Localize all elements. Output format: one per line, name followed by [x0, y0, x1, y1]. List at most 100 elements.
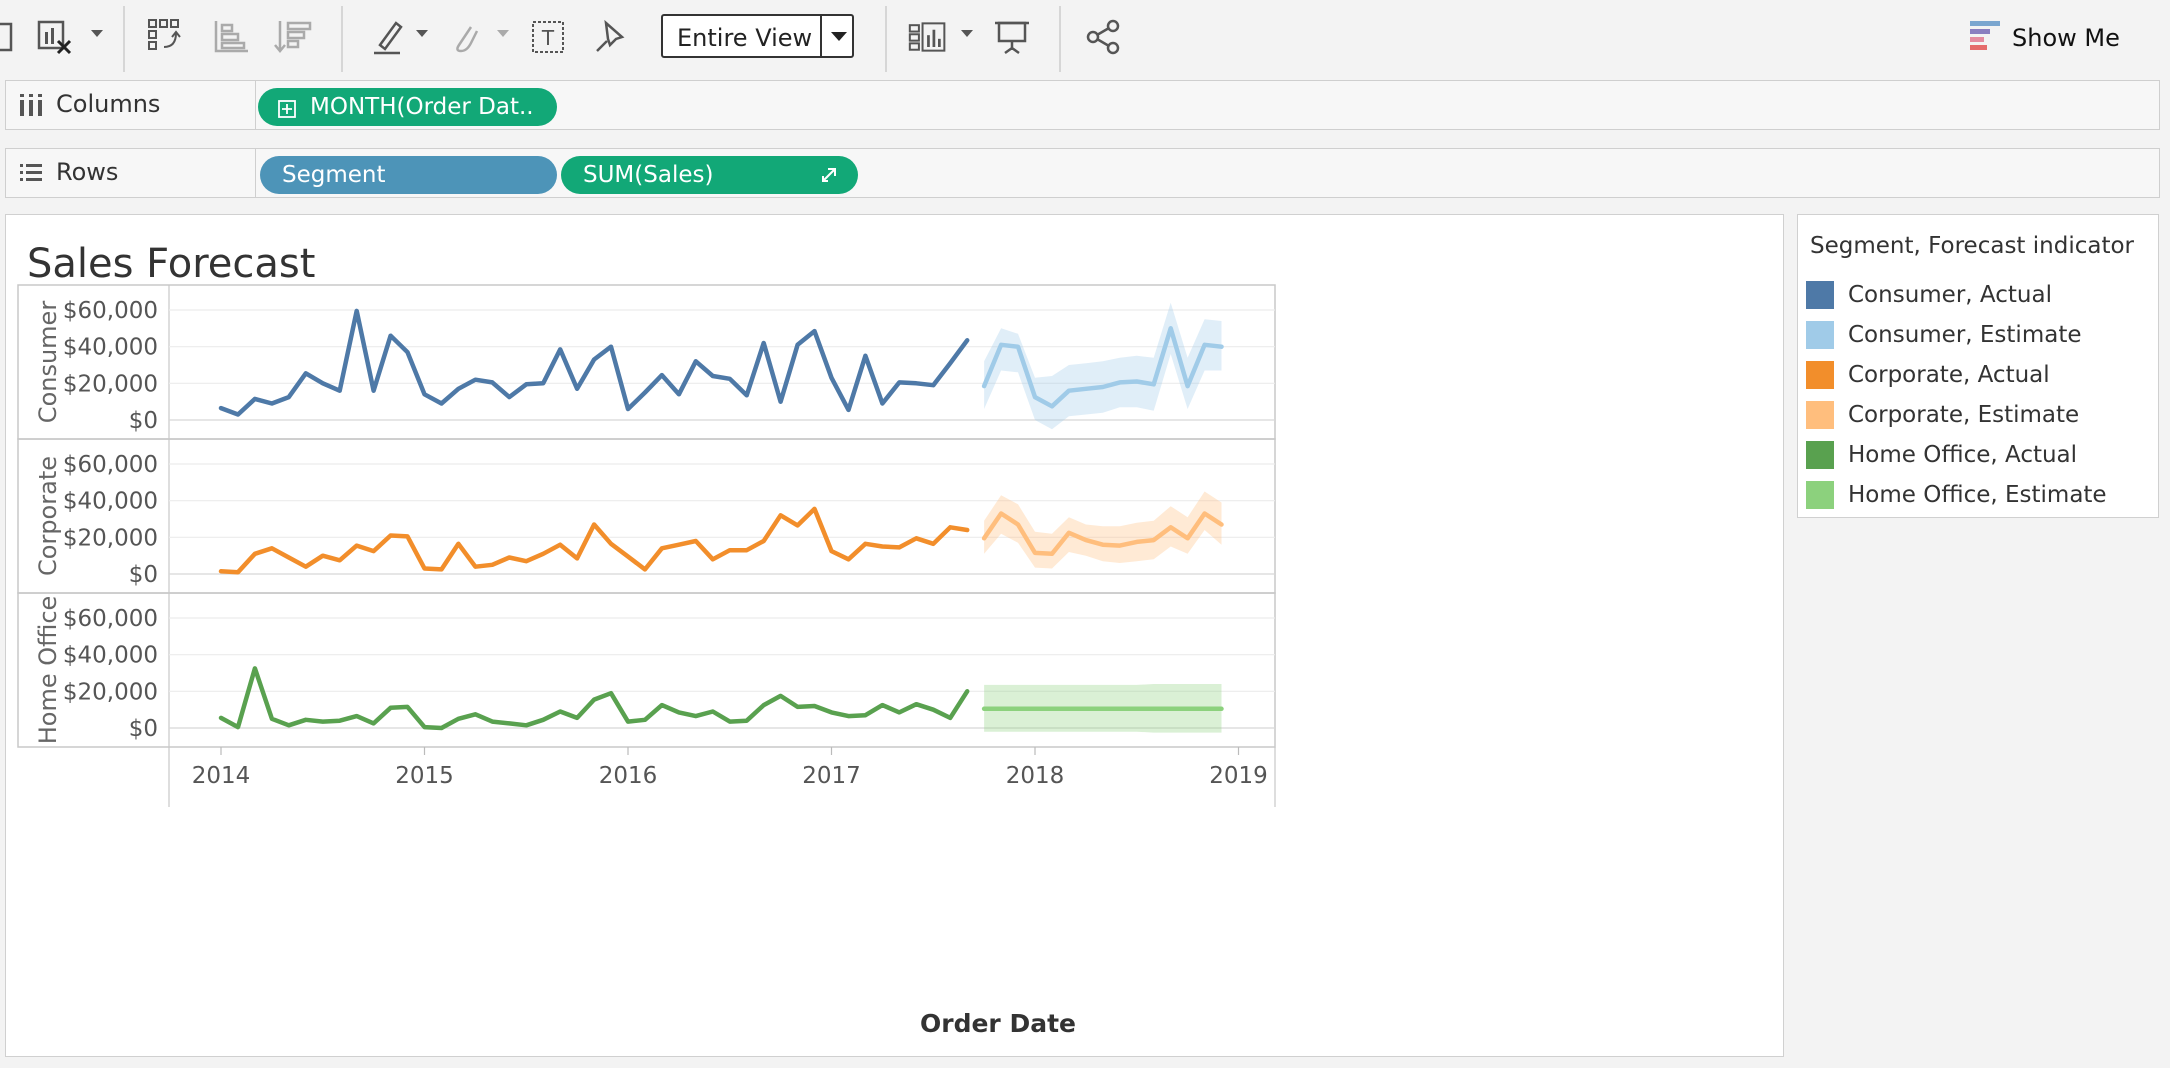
legend-swatch	[1806, 481, 1834, 509]
pane-consumer: $60,000 $40,000 $20,000 $0 Consumer	[17, 284, 1276, 440]
show-cards-dropdown-icon[interactable]	[961, 30, 973, 37]
toolbar-divider	[341, 6, 343, 72]
columns-shelf: Columns MONTH(Order Dat..	[5, 80, 2160, 130]
x-tick-label: 2015	[395, 763, 454, 789]
legend-swatch	[1806, 361, 1834, 389]
group-members-dropdown-icon[interactable]	[497, 30, 509, 37]
pane-home-office: $60,000 $40,000 $20,000 $0 Home Office	[17, 592, 1276, 748]
show-me-button[interactable]: Show Me	[1970, 20, 2120, 56]
y-tick-label: $20,000	[63, 679, 158, 705]
legend-item-consumer-actual[interactable]: Consumer, Actual	[1806, 279, 2156, 311]
x-tick-label: 2017	[802, 763, 861, 789]
legend-swatch	[1806, 281, 1834, 309]
pane-border	[17, 284, 1276, 440]
legend-label: Corporate, Estimate	[1848, 402, 2080, 428]
columns-pill-label: MONTH(Order Dat..	[310, 94, 534, 120]
series-line-home-office-actual[interactable]	[218, 666, 970, 731]
series-line-corporate-estimate[interactable]	[981, 511, 1224, 557]
group-members-icon[interactable]	[445, 14, 485, 60]
fit-view-divider	[820, 16, 822, 56]
clear-sheet-icon[interactable]	[36, 14, 76, 60]
x-tick-label: 2018	[1006, 763, 1065, 789]
sort-ascending-icon[interactable]	[212, 14, 252, 60]
series-line-consumer-actual[interactable]	[218, 308, 970, 417]
worksheet-view: Sales Forecast $60,000 $40,000 $20,000 $0 Co…	[5, 214, 1784, 1057]
legend-label: Consumer, Actual	[1848, 282, 2052, 308]
y-tick-label: $20,000	[63, 371, 158, 397]
color-legend: Segment, Forecast indicator Consumer, Ac…	[1797, 214, 2159, 518]
pane-border	[17, 592, 1276, 748]
legend-label: Home Office, Actual	[1848, 442, 2078, 468]
legend-item-consumer-estimate[interactable]: Consumer, Estimate	[1806, 319, 2156, 351]
toolbar: T Entire View Show Me	[0, 0, 2170, 76]
rows-shelf-header: Rows	[6, 149, 256, 197]
forecast-band-consumer	[984, 302, 1222, 430]
rows-icon	[18, 160, 44, 190]
y-tick-label: $20,000	[63, 525, 158, 551]
legend-item-home-office-estimate[interactable]: Home Office, Estimate	[1806, 479, 2156, 511]
x-tick-label: 2014	[192, 763, 251, 789]
forecast-trend-icon	[819, 165, 839, 191]
legend-swatch	[1806, 321, 1834, 349]
pane-corporate: $60,000 $40,000 $20,000 $0 Corporate	[17, 438, 1276, 594]
sales-forecast-chart: Sales Forecast $60,000 $40,000 $20,000 $0 Co…	[17, 241, 1276, 1038]
columns-shelf-header: Columns	[6, 81, 256, 129]
sort-descending-icon[interactable]	[274, 14, 314, 60]
series-line-consumer-estimate[interactable]	[981, 326, 1224, 409]
rows-shelf-label: Rows	[56, 158, 119, 186]
y-tick-label: $0	[129, 716, 158, 742]
segment-label-consumer: Consumer	[34, 301, 62, 424]
y-tick-label: $60,000	[63, 606, 158, 632]
columns-pill-order-date[interactable]: MONTH(Order Dat..	[258, 88, 557, 126]
share-icon[interactable]	[1084, 14, 1124, 60]
toolbar-divider	[123, 6, 125, 72]
swap-rows-columns-icon[interactable]	[146, 14, 186, 60]
legend-item-corporate-actual[interactable]: Corporate, Actual	[1806, 359, 2156, 391]
rows-shelf: Rows Segment SUM(Sales)	[5, 148, 2160, 198]
columns-shelf-label: Columns	[56, 90, 161, 118]
chart-title: Sales Forecast	[27, 241, 315, 287]
legend-label: Home Office, Estimate	[1848, 482, 2107, 508]
legend-item-corporate-estimate[interactable]: Corporate, Estimate	[1806, 399, 2156, 431]
chevron-down-icon[interactable]	[831, 32, 847, 41]
legend-label: Corporate, Actual	[1848, 362, 2050, 388]
x-axis-title: Order Date	[920, 1009, 1076, 1038]
fit-view-select[interactable]: Entire View	[661, 14, 854, 58]
chart-panes: $60,000 $40,000 $20,000 $0 Consumer $60,000 $4…	[17, 284, 1276, 748]
legend-swatch	[1806, 441, 1834, 469]
segment-label-home-office: Home Office	[34, 596, 62, 745]
series-line-corporate-actual[interactable]	[218, 506, 970, 575]
clear-sheet-dropdown-icon[interactable]	[91, 30, 103, 37]
x-tick-label: 2016	[599, 763, 658, 789]
new-worksheet-icon[interactable]	[0, 14, 22, 60]
y-tick-label: $0	[129, 408, 158, 434]
show-labels-icon[interactable]: T	[528, 14, 568, 60]
rows-pill-label: Segment	[282, 162, 386, 188]
y-tick-label: $60,000	[63, 452, 158, 478]
legend-title: Segment, Forecast indicator	[1810, 233, 2134, 259]
columns-icon	[18, 92, 44, 122]
rows-pill-segment[interactable]: Segment	[260, 156, 557, 194]
legend-label: Consumer, Estimate	[1848, 322, 2082, 348]
rows-pill-label: SUM(Sales)	[583, 162, 714, 188]
x-tick-label: 2019	[1209, 763, 1268, 789]
toolbar-divider	[885, 6, 887, 72]
y-tick-label: $40,000	[63, 335, 158, 361]
expand-plus-icon[interactable]	[278, 98, 296, 124]
show-me-label: Show Me	[2012, 24, 2120, 52]
highlight-dropdown-icon[interactable]	[416, 30, 428, 37]
legend-swatch	[1806, 401, 1834, 429]
segment-label-corporate: Corporate	[34, 456, 62, 576]
fit-view-label: Entire View	[677, 24, 813, 52]
y-tick-label: $0	[129, 562, 158, 588]
highlight-icon[interactable]	[368, 14, 408, 60]
fix-axes-pin-icon[interactable]	[590, 14, 630, 60]
rows-pill-sum-sales[interactable]: SUM(Sales)	[561, 156, 858, 194]
y-tick-label: $40,000	[63, 643, 158, 669]
presentation-mode-icon[interactable]	[992, 14, 1032, 60]
y-tick-label: $40,000	[63, 489, 158, 515]
show-cards-icon[interactable]	[908, 14, 948, 60]
svg-text:T: T	[541, 26, 555, 50]
legend-item-home-office-actual[interactable]: Home Office, Actual	[1806, 439, 2156, 471]
x-axis: 2014 2015 2016 2017 2018 2019	[168, 747, 1276, 807]
